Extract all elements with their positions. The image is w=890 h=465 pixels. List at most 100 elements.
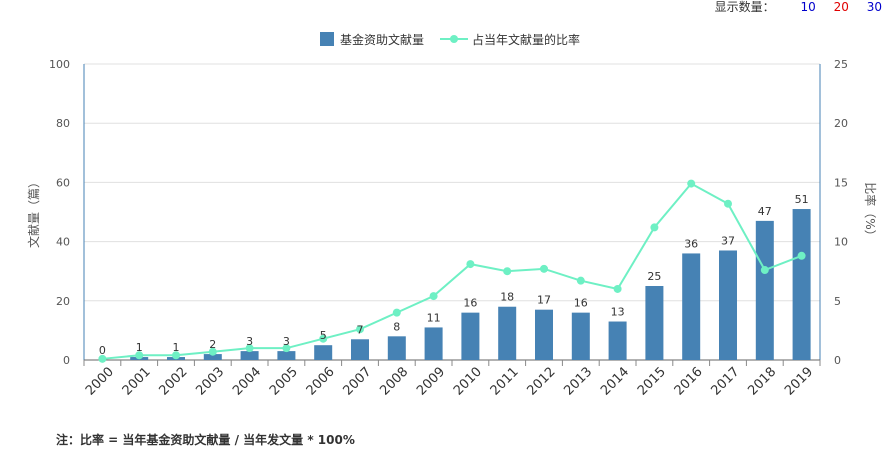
bar-value-label: 11	[427, 311, 441, 324]
bar	[645, 286, 664, 360]
bar	[719, 250, 737, 360]
chart-footnote: 注：比率 = 当年基金资助文献量 / 当年发文量 * 100%	[56, 433, 355, 447]
bar	[240, 351, 259, 360]
legend-label-bar: 基金资助文献量	[340, 32, 424, 47]
ratio-point	[172, 351, 180, 360]
ratio-point	[613, 284, 622, 293]
x-tick-label: 2007	[341, 365, 375, 399]
ratio-point	[687, 179, 696, 188]
legend-swatch-bar	[320, 32, 334, 46]
bar-value-label: 25	[647, 270, 661, 283]
y-tick-label: 80	[56, 117, 70, 130]
x-tick-label: 2000	[83, 365, 117, 399]
display-count-option-10[interactable]: 10	[800, 0, 816, 14]
bar-value-label: 47	[758, 205, 772, 218]
bar	[682, 253, 701, 360]
bar	[498, 306, 517, 360]
ratio-point	[429, 292, 438, 301]
bar-value-label: 2	[209, 338, 216, 351]
ratio-point	[282, 344, 291, 353]
bar-value-label: 36	[684, 237, 698, 250]
legend[interactable]: 基金资助文献量 占当年文献量的比率	[320, 32, 580, 47]
ratio-point	[540, 264, 548, 273]
x-tick-label: 2010	[451, 365, 485, 399]
bar-value-label: 16	[574, 297, 588, 310]
bar	[571, 312, 590, 360]
bar	[461, 312, 480, 360]
ratio-point	[724, 199, 732, 208]
bar-value-label: 7	[357, 323, 364, 336]
display-count-option-30[interactable]: 30	[866, 0, 882, 14]
bar	[535, 309, 553, 360]
bar-series	[130, 209, 811, 360]
display-count-label: 显示数量：	[714, 0, 775, 14]
ratio-point	[135, 351, 144, 360]
y2-tick-label: 15	[834, 176, 848, 189]
y-tick-label: 40	[56, 236, 70, 249]
x-tick-label: 2013	[561, 365, 595, 399]
x-tick-label: 2018	[745, 365, 779, 399]
ratio-line	[102, 182, 802, 360]
bar-value-label: 3	[283, 335, 290, 348]
bar-value-label: 16	[463, 297, 477, 310]
bar-value-label: 5	[320, 329, 327, 342]
y2-axis-title: 比率（%）	[863, 182, 878, 241]
x-tick-label: 2001	[120, 365, 154, 399]
y-tick-label: 100	[49, 58, 70, 71]
y2-tick-label: 0	[834, 354, 841, 367]
ratio-point	[356, 325, 364, 334]
ratio-point	[760, 266, 769, 275]
ratio-point	[319, 334, 328, 343]
x-tick-label: 2017	[709, 365, 743, 399]
ratio-point	[576, 276, 585, 285]
bar	[351, 339, 369, 360]
x-tick-label: 2014	[598, 365, 632, 399]
x-tick-label: 2009	[414, 365, 448, 399]
ratio-point	[650, 223, 659, 232]
bar	[277, 351, 296, 360]
ratio-point	[503, 267, 512, 276]
y2-tick-label: 20	[834, 117, 848, 130]
bar	[755, 220, 774, 360]
y2-tick-label: 5	[834, 295, 841, 308]
x-tick-label: 2011	[488, 365, 522, 399]
display-count-option-20[interactable]: 20	[833, 0, 849, 14]
x-tick-label: 2006	[304, 365, 338, 399]
ratio-point	[466, 260, 475, 269]
bar	[424, 327, 443, 360]
legend-swatch-marker	[450, 35, 458, 43]
line-series	[98, 179, 806, 363]
y2-tick-label: 10	[834, 236, 848, 249]
y-axis-title: 文献量（篇）	[26, 176, 41, 248]
bar-value-label: 8	[393, 320, 400, 333]
bar	[792, 209, 811, 360]
ratio-point	[797, 251, 806, 260]
bar-value-label: 37	[721, 234, 735, 247]
x-tick-label: 2016	[672, 365, 706, 399]
ratio-point	[208, 347, 217, 356]
grid-lines	[84, 63, 820, 361]
x-tick-label: 2005	[267, 365, 301, 399]
bar-value-label: 51	[795, 193, 809, 206]
ratio-point	[392, 308, 401, 317]
x-tick-label: 2012	[525, 365, 559, 399]
bar-value-label: 1	[136, 341, 143, 354]
x-tick-label: 2015	[635, 365, 669, 399]
y2-tick-label: 25	[834, 58, 848, 71]
legend-label-line: 占当年文献量的比率	[472, 32, 580, 47]
bar	[608, 321, 627, 360]
ratio-point	[98, 354, 107, 363]
ratio-point	[245, 344, 254, 353]
display-count-selector: 显示数量： 10 20 30	[715, 0, 882, 14]
bar-value-label: 13	[611, 306, 625, 319]
x-tick-label: 2003	[193, 365, 227, 399]
bar-value-label: 18	[500, 291, 514, 304]
x-tick-label: 2004	[230, 365, 264, 399]
bar-value-label: 0	[99, 344, 106, 357]
x-tick-label: 2008	[377, 365, 411, 399]
x-tick-label: 2019	[782, 365, 816, 399]
x-tick-label: 2002	[157, 365, 191, 399]
bar-value-label: 1	[173, 341, 180, 354]
